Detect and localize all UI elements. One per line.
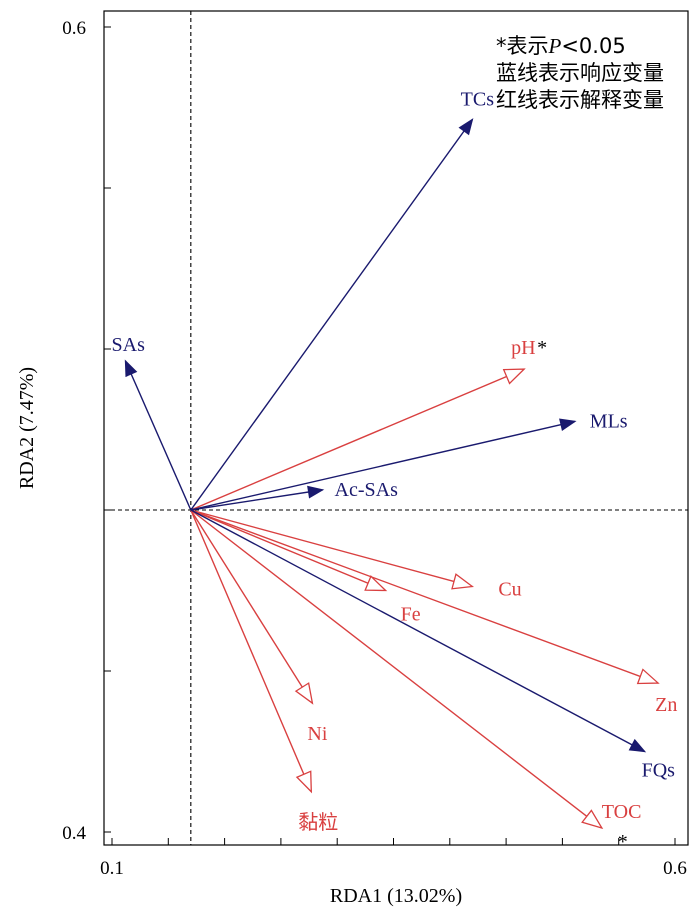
response-vector-ac-sas-shaft — [190, 489, 323, 511]
explanatory-label-clay: 黏粒 — [298, 811, 338, 834]
response-label-sas: SAs — [112, 334, 146, 356]
response-vector-mls-arrowhead — [559, 418, 577, 432]
explanatory-label-toc: TOC — [602, 801, 642, 823]
explanatory-vector-toc-shaft — [190, 509, 603, 829]
legend-line-explanatory: 红线表示解释变量 — [496, 88, 664, 112]
explanatory-label-cu: Cu — [498, 578, 521, 600]
explanatory-vector-clay-shaft — [190, 509, 312, 793]
explanatory-label-fe: Fe — [401, 604, 421, 626]
explanatory-label-ni: Ni — [307, 723, 327, 745]
explanatory-vector-ni-arrowhead — [294, 682, 314, 705]
response-label-tcs: TCs — [461, 89, 495, 111]
significance-legend: *表示P<0.05 蓝线表示响应变量 红线表示解释变量 — [496, 33, 664, 114]
explanatory-vector-cu-shaft — [190, 509, 473, 588]
explanatory-vector-fe-shaft — [190, 509, 386, 592]
y-tick-label-min: 0.4 — [62, 823, 86, 844]
explanatory-vector-clay-arrowhead — [295, 770, 312, 794]
response-label-mls: MLs — [590, 410, 628, 432]
x-axis-label: RDA1 (13.02%) — [330, 885, 462, 907]
legend-line-response: 蓝线表示响应变量 — [496, 61, 664, 85]
explanatory-vector-toc-arrowhead — [581, 809, 604, 830]
y-tick-label-max: 0.6 — [62, 18, 86, 39]
response-vector-mls-shaft — [190, 420, 575, 511]
response-label-fqs: FQs — [642, 760, 676, 782]
explanatory-vector-cu-arrowhead — [451, 573, 475, 590]
response-vector-sas-shaft — [124, 360, 192, 511]
explanatory-vector-zn-shaft — [190, 509, 659, 684]
response-vector-tcs-shaft — [190, 119, 473, 511]
x-tick-label-max: 0.6 — [663, 858, 687, 879]
explanatory-vector-fe-arrowhead — [364, 575, 388, 592]
response-vector-tcs-arrowhead — [458, 118, 474, 136]
response-vector-fqs-shaft — [190, 509, 645, 753]
explanatory-vector-ni-shaft — [190, 509, 314, 704]
explanatory-vector-ph-arrowhead — [502, 368, 526, 385]
explanatory-label-zn: Zn — [655, 694, 677, 716]
response-vector-sas-arrowhead — [124, 359, 138, 378]
explanatory-vector-ph-shaft — [190, 368, 525, 511]
response-label-ac-sas: Ac-SAs — [335, 479, 399, 501]
response-vector-fqs-arrowhead — [628, 738, 647, 753]
explanatory-label-ph: pH — [511, 337, 535, 359]
x-tick-label-min: 0.1 — [100, 858, 124, 879]
explanatory-significance-toc: * — [618, 831, 628, 853]
plot-frame — [103, 10, 689, 846]
response-vector-ac-sas-arrowhead — [307, 485, 325, 499]
explanatory-vector-zn-arrowhead — [636, 668, 660, 685]
y-axis-label: RDA2 (7.47%) — [16, 367, 38, 489]
explanatory-significance-ph: * — [537, 337, 547, 359]
legend-line-significance: *表示P<0.05 — [496, 34, 626, 58]
